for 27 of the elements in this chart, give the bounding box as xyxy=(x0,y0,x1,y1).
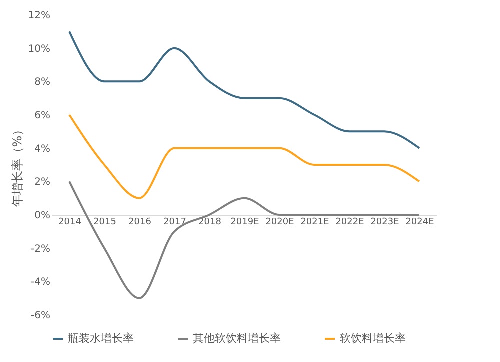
y-tick-label: 0% xyxy=(34,210,50,222)
x-tick-label: 2014 xyxy=(58,218,82,228)
y-axis-title: 年增长率（%） xyxy=(10,124,24,208)
y-tick-label: 8% xyxy=(34,77,50,88)
y-tick-label: 12% xyxy=(28,10,50,22)
y-tick-label: 6% xyxy=(34,110,50,122)
x-tick-label: 2016 xyxy=(128,218,152,228)
x-tick-label: 2020E xyxy=(266,218,295,228)
legend-label: 其他软饮料增长率 xyxy=(193,332,281,345)
y-tick-label: -2% xyxy=(31,244,50,255)
x-tick-label: 2024E xyxy=(406,218,435,228)
x-tick-label: 2019E xyxy=(230,218,260,228)
legend-label: 软饮料增长率 xyxy=(340,332,406,345)
x-tick-label: 2022E xyxy=(336,218,365,228)
x-tick-label: 2021E xyxy=(300,218,330,228)
y-tick-label: 4% xyxy=(34,144,50,155)
y-tick-label: -6% xyxy=(31,310,50,322)
legend-label: 瓶装水增长率 xyxy=(68,332,134,345)
x-tick-label: 2023E xyxy=(370,218,400,228)
x-tick-label: 2018 xyxy=(198,218,222,228)
x-tick-label: 2017 xyxy=(164,218,186,228)
y-tick-label: 10% xyxy=(28,44,50,55)
y-tick-label: 2% xyxy=(34,177,50,188)
y-tick-label: -4% xyxy=(31,277,50,288)
line-series xyxy=(68,114,420,200)
line-series xyxy=(68,30,420,150)
x-tick-label: 2015 xyxy=(94,218,116,228)
